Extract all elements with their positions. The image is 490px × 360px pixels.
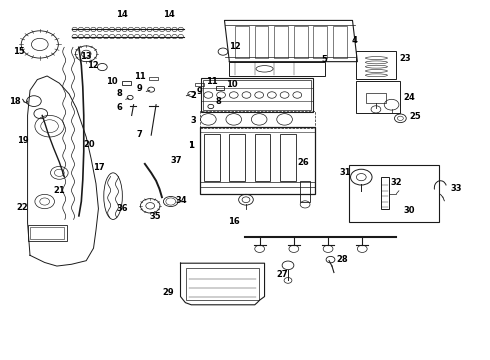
Bar (27, 225, 67, 241)
Text: 8: 8 (216, 97, 221, 106)
Bar (356, 51, 396, 79)
Text: 34: 34 (175, 195, 187, 204)
Text: 33: 33 (450, 184, 462, 193)
Text: 19: 19 (18, 136, 29, 145)
Text: 15: 15 (13, 47, 25, 56)
Text: 27: 27 (276, 270, 288, 279)
Text: 32: 32 (391, 178, 402, 187)
Text: 14: 14 (163, 10, 175, 19)
Text: 8: 8 (116, 89, 122, 98)
Text: 12: 12 (229, 42, 241, 51)
Text: 28: 28 (337, 255, 348, 264)
Bar (300, 181, 311, 202)
Text: 6: 6 (117, 103, 123, 112)
Bar (314, 26, 327, 58)
Text: 29: 29 (162, 288, 173, 297)
Text: 11: 11 (134, 72, 146, 81)
Text: 2: 2 (190, 90, 196, 99)
Bar (348, 165, 439, 222)
Text: 25: 25 (409, 112, 421, 121)
Text: 31: 31 (340, 168, 351, 177)
Text: 26: 26 (298, 158, 310, 167)
Bar (235, 26, 249, 58)
Text: 11: 11 (206, 77, 218, 86)
Text: 12: 12 (87, 61, 98, 70)
Bar (201, 78, 314, 112)
Text: 37: 37 (171, 156, 182, 165)
Bar (294, 26, 308, 58)
Text: 10: 10 (226, 80, 238, 89)
Bar (149, 77, 158, 80)
Bar (122, 81, 131, 85)
Text: 23: 23 (399, 54, 411, 63)
Text: 1: 1 (188, 141, 194, 150)
Bar (200, 127, 315, 194)
Text: 10: 10 (106, 77, 118, 86)
Text: 5: 5 (321, 55, 327, 64)
Text: 13: 13 (80, 52, 92, 61)
Bar (280, 134, 296, 181)
Bar (255, 26, 269, 58)
Bar (381, 177, 389, 210)
Text: 18: 18 (9, 97, 20, 106)
Bar (216, 86, 224, 90)
Text: 17: 17 (93, 163, 104, 172)
Bar (195, 83, 204, 86)
Text: 21: 21 (53, 185, 65, 194)
Bar (229, 62, 325, 76)
Text: 30: 30 (403, 206, 415, 215)
Bar (356, 81, 400, 113)
Bar (366, 93, 386, 103)
Text: 16: 16 (228, 217, 240, 226)
Text: 24: 24 (403, 93, 415, 102)
Bar (186, 268, 259, 300)
Text: 36: 36 (116, 204, 128, 213)
Text: 4: 4 (351, 36, 357, 45)
Text: 9: 9 (196, 86, 202, 95)
Bar (255, 134, 270, 181)
Text: 7: 7 (137, 130, 143, 139)
Text: 1: 1 (188, 141, 194, 150)
Bar (333, 26, 346, 58)
Text: 9: 9 (137, 84, 143, 93)
Bar (30, 226, 64, 239)
Text: 35: 35 (149, 212, 161, 221)
Bar (229, 134, 245, 181)
Text: 20: 20 (83, 140, 95, 149)
Bar (203, 80, 311, 110)
Text: 22: 22 (16, 203, 28, 212)
Bar (200, 111, 315, 128)
Bar (204, 134, 220, 181)
Text: 14: 14 (116, 10, 128, 19)
Bar (274, 26, 288, 58)
Text: 3: 3 (191, 116, 196, 125)
